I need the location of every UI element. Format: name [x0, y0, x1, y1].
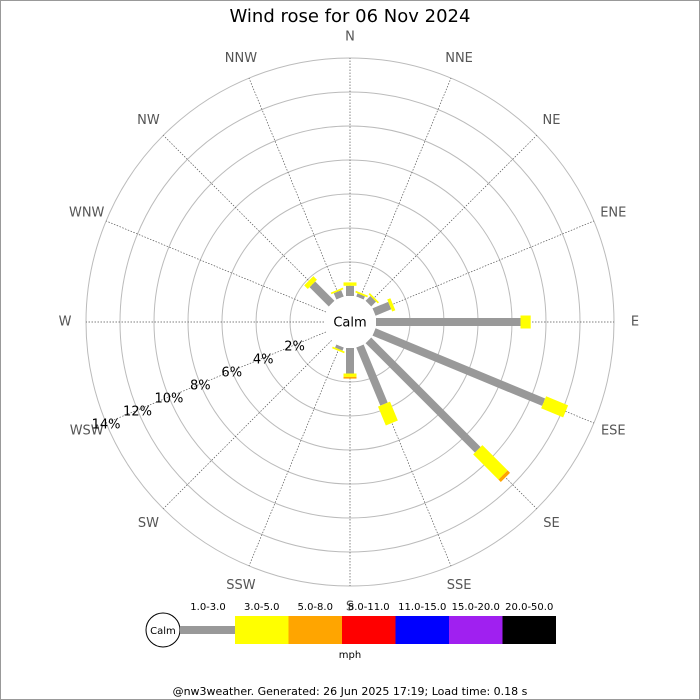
wind-segment [368, 293, 379, 304]
direction-label: W [59, 315, 72, 330]
legend-swatch [288, 616, 342, 644]
direction-label: NW [137, 113, 160, 128]
wind-segment [330, 287, 344, 295]
r-tick-label: 10% [154, 392, 183, 407]
calm-label: Calm [333, 316, 366, 331]
wind-segment [333, 290, 344, 300]
wind-segment [304, 276, 317, 289]
r-tick-label: 2% [284, 339, 305, 354]
legend-units: mph [339, 650, 361, 661]
direction-label: NNW [225, 51, 257, 66]
spoke [105, 220, 327, 313]
legend-label: 1.0-3.0 [190, 602, 225, 613]
legend-swatch [342, 616, 396, 644]
direction-label: NNE [445, 51, 473, 66]
direction-label: SW [138, 516, 159, 531]
r-tick-label: 4% [253, 352, 274, 367]
wind-segment [372, 328, 546, 406]
wind-segment [335, 344, 344, 351]
spoke [248, 77, 341, 299]
wind-segment [356, 344, 388, 406]
legend-calm-label: Calm [150, 626, 176, 637]
direction-label: E [631, 315, 639, 330]
wind-segment [498, 470, 511, 483]
r-tick-label: 6% [221, 365, 242, 380]
direction-label: ESE [601, 424, 626, 439]
legend-swatch [502, 616, 556, 644]
legend-swatch [235, 616, 289, 644]
wind-segment [332, 346, 345, 354]
direction-label: S [346, 600, 354, 615]
calm-circle [324, 296, 376, 348]
legend-label: 8.0-11.0 [348, 602, 390, 613]
wind-segment [365, 295, 377, 307]
legend-label: 11.0-15.0 [398, 602, 446, 613]
direction-label: SSE [447, 578, 472, 593]
wind-segment [365, 337, 481, 453]
wind-segment [372, 301, 392, 316]
legend-swatch [180, 626, 235, 634]
chart-title: Wind rose for 06 Nov 2024 [230, 6, 471, 27]
legend-swatch [395, 616, 449, 644]
spoke [368, 135, 537, 304]
wind-segment [309, 281, 335, 307]
spoke [248, 345, 341, 567]
spoke [105, 331, 327, 424]
spoke [163, 340, 332, 509]
direction-label: N [345, 30, 355, 45]
footer: @nw3weather. Generated: 26 Jun 2025 17:1… [173, 685, 528, 698]
legend-label: 15.0-20.0 [452, 602, 500, 613]
legend-swatch [449, 616, 503, 644]
direction-label: SE [543, 516, 559, 531]
spoke [359, 77, 452, 299]
r-tick-label: 8% [190, 378, 211, 393]
spoke [373, 220, 595, 313]
direction-label: NE [543, 113, 561, 128]
grid-ring [153, 125, 547, 519]
wind-segment [541, 396, 569, 418]
wind-segment [356, 293, 365, 300]
legend-label: 20.0-50.0 [505, 602, 553, 613]
direction-label: SSW [226, 578, 256, 593]
legend-label: 3.0-5.0 [244, 602, 279, 613]
wind-segment [387, 298, 396, 312]
r-tick-label: 12% [123, 405, 152, 420]
legend-label: 5.0-8.0 [298, 602, 333, 613]
direction-label: ENE [600, 205, 626, 220]
wind-segment [378, 401, 398, 426]
direction-label: WSW [70, 424, 104, 439]
wind-segment [355, 290, 368, 298]
spoke [163, 135, 332, 304]
direction-label: WNW [69, 205, 105, 220]
wind-segment [473, 445, 508, 480]
r-tick-label: 14% [92, 418, 121, 433]
